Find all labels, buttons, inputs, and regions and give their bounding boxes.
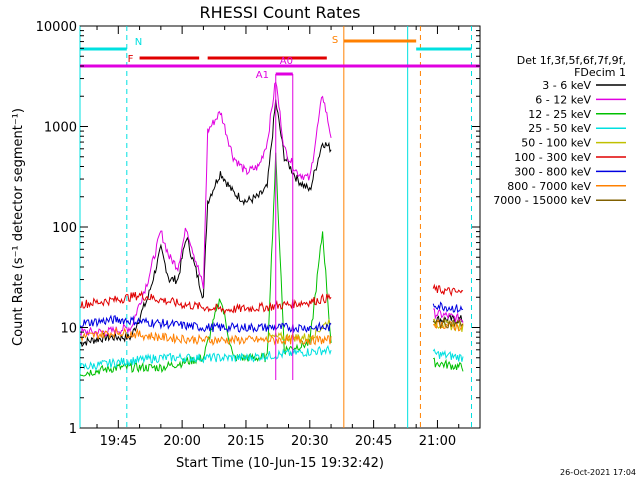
flag-label-a0: A0 bbox=[280, 56, 293, 67]
x-tick-label: 20:30 bbox=[291, 434, 328, 449]
y-tick-label: 10000 bbox=[36, 20, 77, 35]
legend-label: 12 - 25 keV bbox=[528, 108, 591, 121]
x-tick-label: 21:00 bbox=[419, 434, 456, 449]
legend: Det 1f,3f,5f,6f,7f,9f,FDecim 13 - 6 keV6… bbox=[493, 54, 626, 207]
x-axis-label: Start Time (10-Jun-15 19:32:42) bbox=[176, 456, 384, 471]
series-line-5 bbox=[80, 290, 332, 315]
flag-bars: NF S A0 A1 bbox=[80, 35, 480, 381]
series-line-2 bbox=[80, 152, 332, 377]
y-tick-label: 1 bbox=[69, 422, 77, 437]
series-line-6 bbox=[80, 314, 332, 334]
chart-title: RHESSI Count Rates bbox=[200, 3, 361, 22]
series-line-1 bbox=[433, 308, 464, 323]
legend-header: FDecim 1 bbox=[574, 66, 626, 79]
x-tick-label: 20:45 bbox=[355, 434, 392, 449]
series-line-3 bbox=[80, 344, 332, 372]
series-line-2 bbox=[433, 357, 464, 372]
x-tick-label: 20:15 bbox=[227, 434, 264, 449]
legend-label: 7000 - 15000 keV bbox=[493, 194, 591, 207]
legend-label: 800 - 7000 keV bbox=[507, 180, 591, 193]
x-tick-label: 20:00 bbox=[163, 434, 200, 449]
flag-label-f: F bbox=[128, 54, 134, 65]
timestamp: 26-Oct-2021 17:04 bbox=[560, 468, 636, 477]
series-line-8 bbox=[432, 316, 464, 329]
legend-label: 6 - 12 keV bbox=[535, 93, 591, 106]
flag-label-a1: A1 bbox=[256, 70, 269, 81]
legend-label: 50 - 100 keV bbox=[521, 137, 591, 150]
vertical-markers bbox=[79, 26, 472, 428]
series-line-5 bbox=[432, 283, 464, 297]
series-line-3 bbox=[432, 348, 464, 362]
flag-label-s: S bbox=[332, 35, 338, 46]
series-line-1 bbox=[80, 81, 332, 338]
data-series bbox=[80, 81, 464, 377]
flag-label-n: N bbox=[135, 37, 142, 48]
legend-label: 3 - 6 keV bbox=[542, 79, 591, 92]
series-line-4 bbox=[266, 319, 332, 343]
y-axis-label: Count Rate (s⁻¹ detector segment⁻¹) bbox=[11, 108, 26, 346]
series-line-6 bbox=[432, 301, 464, 314]
legend-header: Det 1f,3f,5f,6f,7f,9f, bbox=[517, 54, 626, 67]
x-tick-label: 19:45 bbox=[100, 434, 137, 449]
y-tick-label: 10 bbox=[60, 322, 77, 337]
legend-label: 100 - 300 keV bbox=[514, 151, 591, 164]
legend-label: 25 - 50 keV bbox=[528, 122, 591, 135]
series-line-0 bbox=[80, 99, 332, 348]
y-tick-label: 100 bbox=[52, 221, 77, 236]
legend-label: 300 - 800 keV bbox=[514, 165, 591, 178]
axes: 19:45 20:00 20:15 20:30 20:45 21:00 1 10 100 1000… bbox=[36, 20, 481, 449]
y-tick-label: 1000 bbox=[44, 121, 77, 136]
series-line-7 bbox=[80, 327, 332, 346]
